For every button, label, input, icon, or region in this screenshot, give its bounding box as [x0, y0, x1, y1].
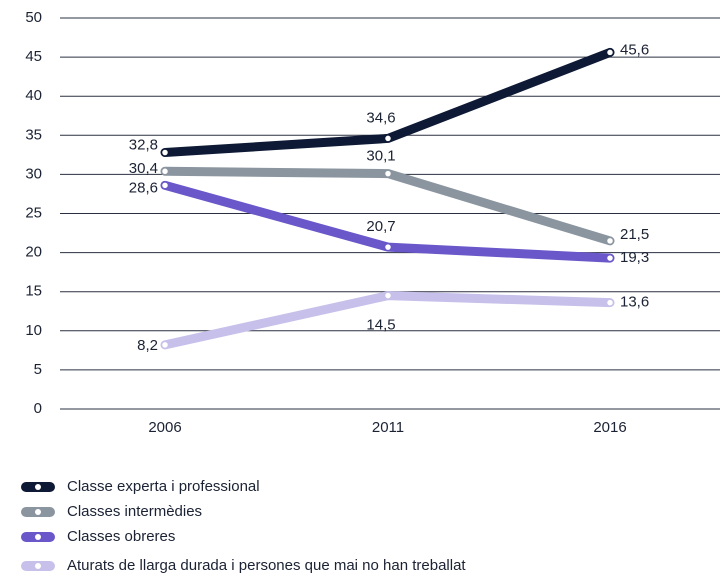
data-label: 21,5	[620, 226, 649, 243]
point	[160, 181, 170, 190]
y-tick-label: 25	[25, 204, 42, 221]
y-tick-label: 20	[25, 244, 42, 261]
y-tick-label: 10	[25, 322, 42, 339]
data-label: 20,7	[366, 218, 395, 235]
y-tick-label: 30	[25, 165, 42, 182]
x-tick-label: 2011	[372, 419, 404, 436]
legend-dot	[35, 563, 41, 569]
point	[160, 148, 170, 157]
legend-dot	[35, 484, 41, 490]
legend-label: Classe experta i professional	[67, 478, 260, 495]
data-label: 19,3	[620, 249, 649, 266]
y-tick-label: 5	[34, 361, 42, 378]
data-label: 34,6	[366, 109, 395, 126]
point	[605, 48, 615, 57]
legend-label: Aturats de llarga durada i persones que …	[67, 557, 466, 574]
legend-label: Classes intermèdies	[67, 503, 202, 520]
legend-label: Classes obreres	[67, 528, 175, 545]
point	[383, 291, 393, 300]
y-tick-label: 50	[25, 9, 42, 26]
legend-dot	[35, 534, 41, 540]
data-label: 28,6	[129, 179, 158, 196]
y-tick-label: 15	[25, 283, 42, 300]
data-label: 14,5	[366, 317, 395, 334]
point	[160, 340, 170, 350]
x-tick-label: 2016	[593, 419, 626, 436]
data-label: 13,6	[620, 294, 649, 311]
point	[605, 253, 615, 263]
point	[605, 298, 615, 307]
data-label: 32,8	[129, 136, 158, 153]
point	[605, 236, 615, 246]
point	[383, 134, 393, 143]
data-label: 45,6	[620, 41, 649, 58]
point	[383, 242, 393, 252]
point	[160, 167, 170, 176]
y-tick-label: 45	[25, 48, 42, 65]
data-label: 8,2	[137, 337, 158, 354]
x-tick-label: 2006	[148, 419, 181, 436]
y-tick-label: 40	[25, 87, 42, 104]
point	[383, 169, 393, 178]
y-tick-label: 0	[34, 400, 42, 417]
data-label: 30,1	[366, 148, 395, 165]
data-label: 30,4	[129, 160, 158, 177]
legend-dot	[35, 509, 41, 515]
y-tick-label: 35	[25, 126, 42, 143]
